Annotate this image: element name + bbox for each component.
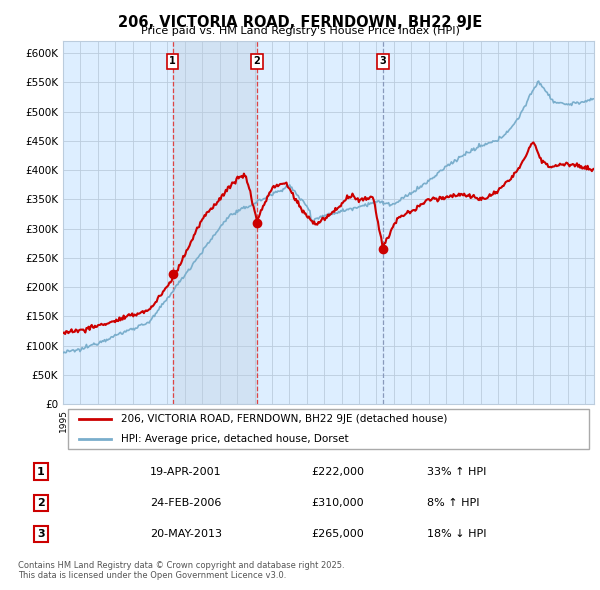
Text: 33% ↑ HPI: 33% ↑ HPI bbox=[427, 467, 486, 477]
Text: 20-MAY-2013: 20-MAY-2013 bbox=[150, 529, 222, 539]
Bar bbox=[173, 41, 257, 404]
Text: Price paid vs. HM Land Registry's House Price Index (HPI): Price paid vs. HM Land Registry's House … bbox=[140, 26, 460, 36]
Text: 2: 2 bbox=[254, 56, 260, 66]
Text: 1: 1 bbox=[37, 467, 44, 477]
Text: Contains HM Land Registry data © Crown copyright and database right 2025.
This d: Contains HM Land Registry data © Crown c… bbox=[18, 560, 344, 580]
Text: 18% ↓ HPI: 18% ↓ HPI bbox=[427, 529, 486, 539]
Text: 8% ↑ HPI: 8% ↑ HPI bbox=[427, 498, 479, 508]
Text: 1: 1 bbox=[169, 56, 176, 66]
Text: 19-APR-2001: 19-APR-2001 bbox=[150, 467, 222, 477]
Text: 3: 3 bbox=[380, 56, 386, 66]
Text: 206, VICTORIA ROAD, FERNDOWN, BH22 9JE: 206, VICTORIA ROAD, FERNDOWN, BH22 9JE bbox=[118, 15, 482, 30]
Text: 3: 3 bbox=[37, 529, 44, 539]
FancyBboxPatch shape bbox=[68, 409, 589, 449]
Text: £265,000: £265,000 bbox=[311, 529, 364, 539]
Text: £222,000: £222,000 bbox=[311, 467, 365, 477]
Text: 206, VICTORIA ROAD, FERNDOWN, BH22 9JE (detached house): 206, VICTORIA ROAD, FERNDOWN, BH22 9JE (… bbox=[121, 415, 448, 424]
Text: £310,000: £310,000 bbox=[311, 498, 364, 508]
Text: HPI: Average price, detached house, Dorset: HPI: Average price, detached house, Dors… bbox=[121, 434, 349, 444]
Text: 2: 2 bbox=[37, 498, 44, 508]
Text: 24-FEB-2006: 24-FEB-2006 bbox=[150, 498, 221, 508]
